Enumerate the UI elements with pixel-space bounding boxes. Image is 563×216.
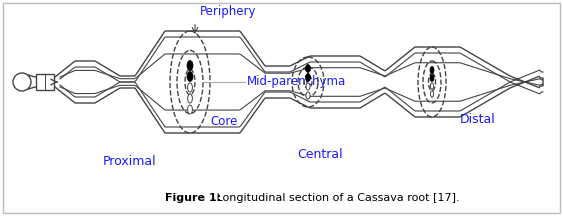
Ellipse shape [430,75,434,81]
Text: Mid-parenchyma: Mid-parenchyma [247,76,346,89]
Ellipse shape [306,73,311,81]
Text: Central: Central [297,148,343,161]
Text: Proximal: Proximal [103,155,157,168]
Text: Periphery: Periphery [200,5,257,18]
Ellipse shape [430,91,434,97]
Ellipse shape [187,94,193,103]
Ellipse shape [306,92,310,99]
Ellipse shape [187,83,193,92]
Ellipse shape [306,65,311,73]
Ellipse shape [187,60,193,70]
Ellipse shape [430,67,434,73]
Ellipse shape [187,105,193,114]
Polygon shape [28,31,543,133]
Bar [36,74,54,90]
Text: Distal: Distal [460,113,496,126]
Ellipse shape [187,71,193,81]
Circle shape [13,73,31,91]
Ellipse shape [430,83,434,89]
Text: Longitudinal section of a Cassava root [17].: Longitudinal section of a Cassava root [… [213,193,459,203]
Text: Core: Core [210,115,238,128]
Ellipse shape [306,83,310,90]
Text: Figure 1:: Figure 1: [165,193,221,203]
